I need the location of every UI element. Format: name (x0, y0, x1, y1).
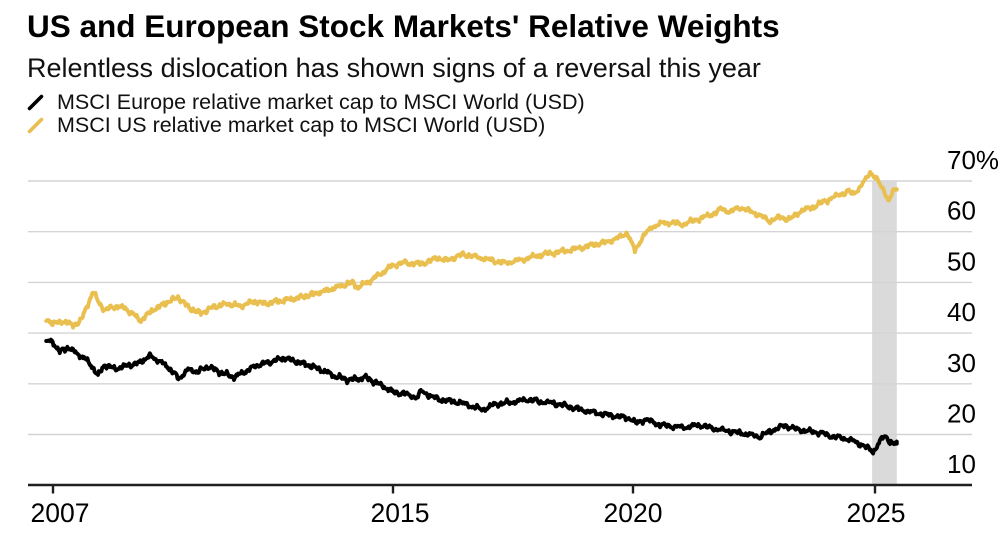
chart-header: US and European Stock Markets' Relative … (27, 0, 780, 137)
series-line-us (44, 169, 899, 330)
legend-label-us: MSCI US relative market cap to MSCI Worl… (57, 113, 546, 137)
legend-item-europe: MSCI Europe relative market cap to MSCI … (27, 90, 780, 114)
x-tick-label-2020: 2020 (604, 498, 663, 528)
chart-subtitle: Relentless dislocation has shown signs o… (27, 53, 761, 83)
legend-item-us: MSCI US relative market cap to MSCI Worl… (27, 113, 780, 137)
y-tick-label-40: 40 (947, 297, 976, 327)
x-tick-label-2007: 2007 (31, 498, 90, 528)
europe-line-swatch-icon (27, 94, 44, 111)
y-tick-label-70: 70% (947, 145, 999, 175)
chart-title: US and European Stock Markets' Relative … (27, 8, 780, 44)
us-line-swatch-icon (27, 117, 44, 134)
y-tick-label-60: 60 (947, 196, 976, 226)
y-tick-label-30: 30 (947, 348, 976, 378)
legend: MSCI Europe relative market cap to MSCI … (27, 90, 780, 137)
x-tick-label-2025: 2025 (847, 498, 906, 528)
y-tick-label-50: 50 (947, 246, 976, 276)
legend-label-europe: MSCI Europe relative market cap to MSCI … (57, 90, 585, 114)
series-line-europe (44, 337, 899, 456)
y-tick-label-20: 20 (947, 399, 976, 429)
y-tick-label-10: 10 (947, 449, 976, 479)
x-tick-label-2015: 2015 (371, 498, 430, 528)
